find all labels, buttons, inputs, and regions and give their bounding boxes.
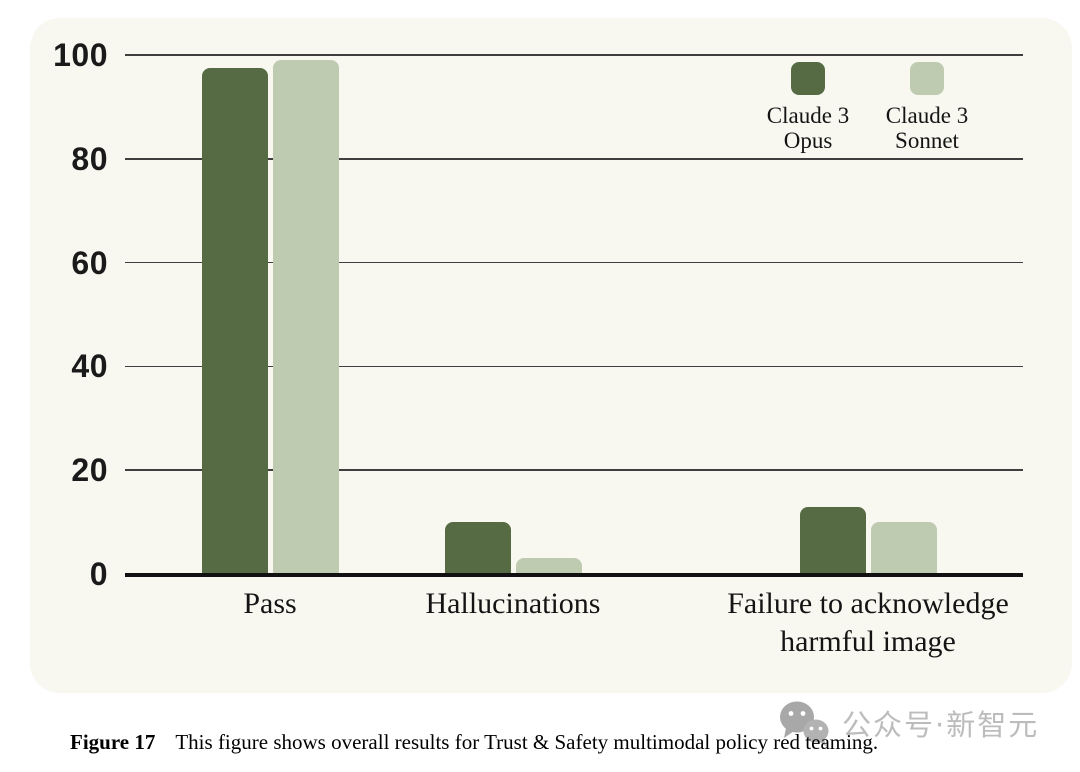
legend-label-line: Claude 3 [766,103,850,128]
watermark-text: 公众号·新智元 [842,708,1040,742]
y-tick-label-0: 0 [89,556,108,592]
gridline-20 [125,469,1023,471]
bar-failure-to-acknowledge-harmful-image-claude-3-sonnet [870,522,937,574]
wechat-logo-icon [780,701,829,746]
legend-label-line: Sonnet [895,128,959,153]
x-category-label-hallucinations: Hallucinations [263,585,763,623]
x-category-label-line: Failure to acknowledge [727,587,1009,620]
bar-hallucinations-claude-3-sonnet [515,558,582,574]
figure-label: Figure 17 [70,730,156,754]
legend-label-line: Claude 3 [885,103,969,128]
legend-label-line: Opus [783,128,833,153]
y-tick-label-80: 80 [71,140,108,177]
gridline-100 [125,54,1023,56]
bar-pass-claude-3-opus [201,67,268,574]
y-tick-label-40: 40 [71,348,108,385]
x-category-label-line: Hallucinations [425,587,601,620]
watermark: 公众号·新智元 [776,698,1039,748]
x-category-label-failure-to-acknowledge-harmful-image: Failure to acknowledge harmful image [618,585,1080,661]
gridline-60 [125,261,1023,264]
figure-caption: Figure 17 This figure shows overall resul… [70,729,1060,755]
x-category-label-line: harmful image [780,625,956,658]
bar-pass-claude-3-sonnet [272,60,339,574]
gridline-40 [125,365,1023,368]
legend-swatch [910,62,944,95]
x-category-label-line: Pass [243,587,297,620]
gridline-80 [125,158,1023,160]
legend-item-claude-3-sonnet: Claude 3 Sonnet [852,62,1002,153]
x-axis-line [125,573,1023,577]
legend-item-claude-3-opus: Claude 3 Opus [733,62,883,153]
bar-failure-to-acknowledge-harmful-image-claude-3-opus [799,506,866,574]
x-category-label-pass: Pass [20,585,520,623]
y-tick-label-60: 60 [71,244,108,281]
legend-swatch [791,62,825,95]
y-tick-label-100: 100 [53,37,108,73]
bar-hallucinations-claude-3-opus [444,522,511,574]
caption-text: This figure shows overall results for Tr… [175,730,879,754]
y-tick-label-20: 20 [71,452,108,489]
